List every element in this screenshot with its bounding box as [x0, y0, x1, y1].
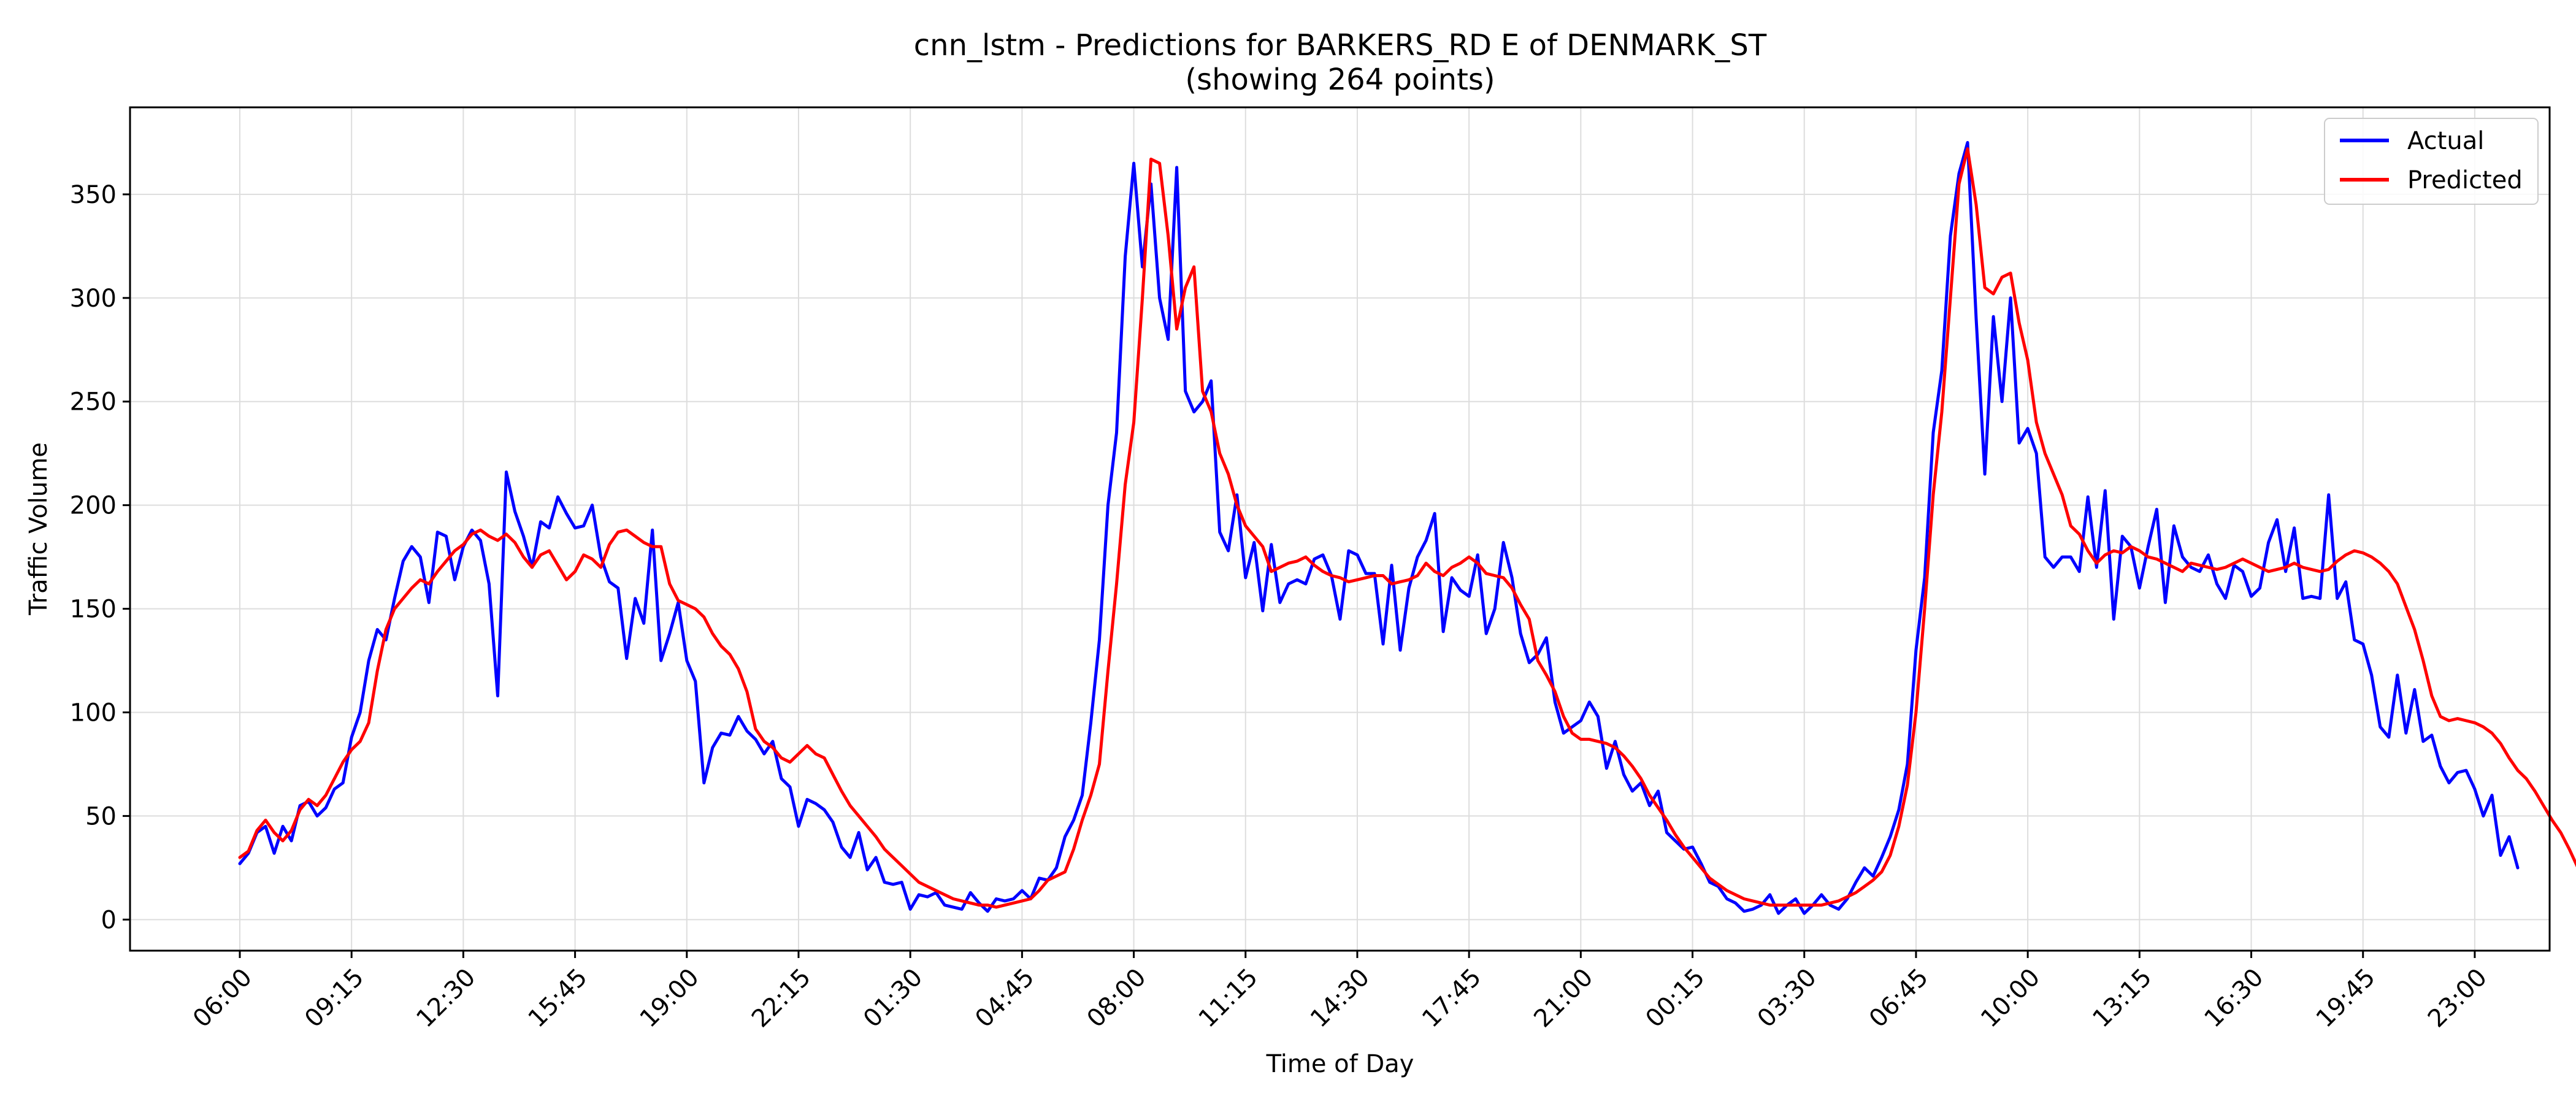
x-tick-label: 16:30: [2199, 963, 2269, 1033]
y-tick-label: 100: [70, 699, 117, 727]
x-tick-label: 19:00: [635, 963, 705, 1033]
x-tick-label: 09:15: [299, 963, 369, 1033]
series-lines: [238, 140, 2576, 915]
y-tick-label: 350: [70, 181, 117, 209]
x-tick-label: 17:45: [1417, 963, 1487, 1033]
y-tick-label: 50: [85, 802, 117, 830]
y-tick-label: 0: [101, 906, 117, 934]
legend-label-actual: Actual: [2407, 127, 2484, 155]
legend: Actual Predicted: [2324, 118, 2539, 205]
x-tick-label: 08:00: [1081, 963, 1151, 1033]
x-tick-label: 04:45: [970, 963, 1040, 1033]
y-axis-label: Traffic Volume: [25, 442, 53, 616]
x-tick-label: 10:00: [1976, 963, 2045, 1033]
x-tick-label: 21:00: [1528, 963, 1598, 1033]
x-axis-label: Time of Day: [1266, 1050, 1414, 1078]
x-tick-label: 19:45: [2311, 963, 2381, 1033]
x-tick-label: 14:30: [1305, 963, 1375, 1033]
x-tick-label: 12:30: [411, 963, 481, 1033]
x-tick-label: 06:00: [188, 963, 258, 1033]
plot-frame: [129, 106, 2551, 952]
y-tick-label: 150: [70, 596, 117, 624]
y-tick-label: 250: [70, 388, 117, 416]
legend-label-predicted: Predicted: [2407, 166, 2523, 194]
y-axis-ticks: 0 50 100 150 200 250 300 350: [70, 181, 130, 934]
x-axis-ticks: 06:00 09:15 12:30 15:45 19:00 22:15 01:30 04:45…: [188, 951, 2493, 1033]
x-tick-label: 03:30: [1752, 963, 1822, 1033]
y-tick-label: 300: [70, 285, 117, 313]
x-tick-label: 15:45: [523, 963, 593, 1033]
x-tick-label: 11:15: [1194, 963, 1263, 1033]
x-tick-label: 22:15: [746, 963, 816, 1033]
x-tick-label: 01:30: [858, 963, 928, 1033]
grid: [130, 107, 2550, 951]
chart-subtitle: (showing 264 points): [1185, 63, 1495, 97]
x-tick-label: 23:00: [2423, 963, 2493, 1033]
x-tick-label: 00:15: [1640, 963, 1710, 1033]
x-tick-label: 13:15: [2087, 963, 2157, 1033]
chart-title: cnn_lstm - Predictions for BARKERS_RD E …: [914, 28, 1767, 63]
series-line-predicted: [238, 147, 2576, 909]
y-tick-label: 200: [70, 492, 117, 520]
x-tick-label: 06:45: [1864, 963, 1934, 1033]
series-line-actual: [238, 140, 2520, 915]
